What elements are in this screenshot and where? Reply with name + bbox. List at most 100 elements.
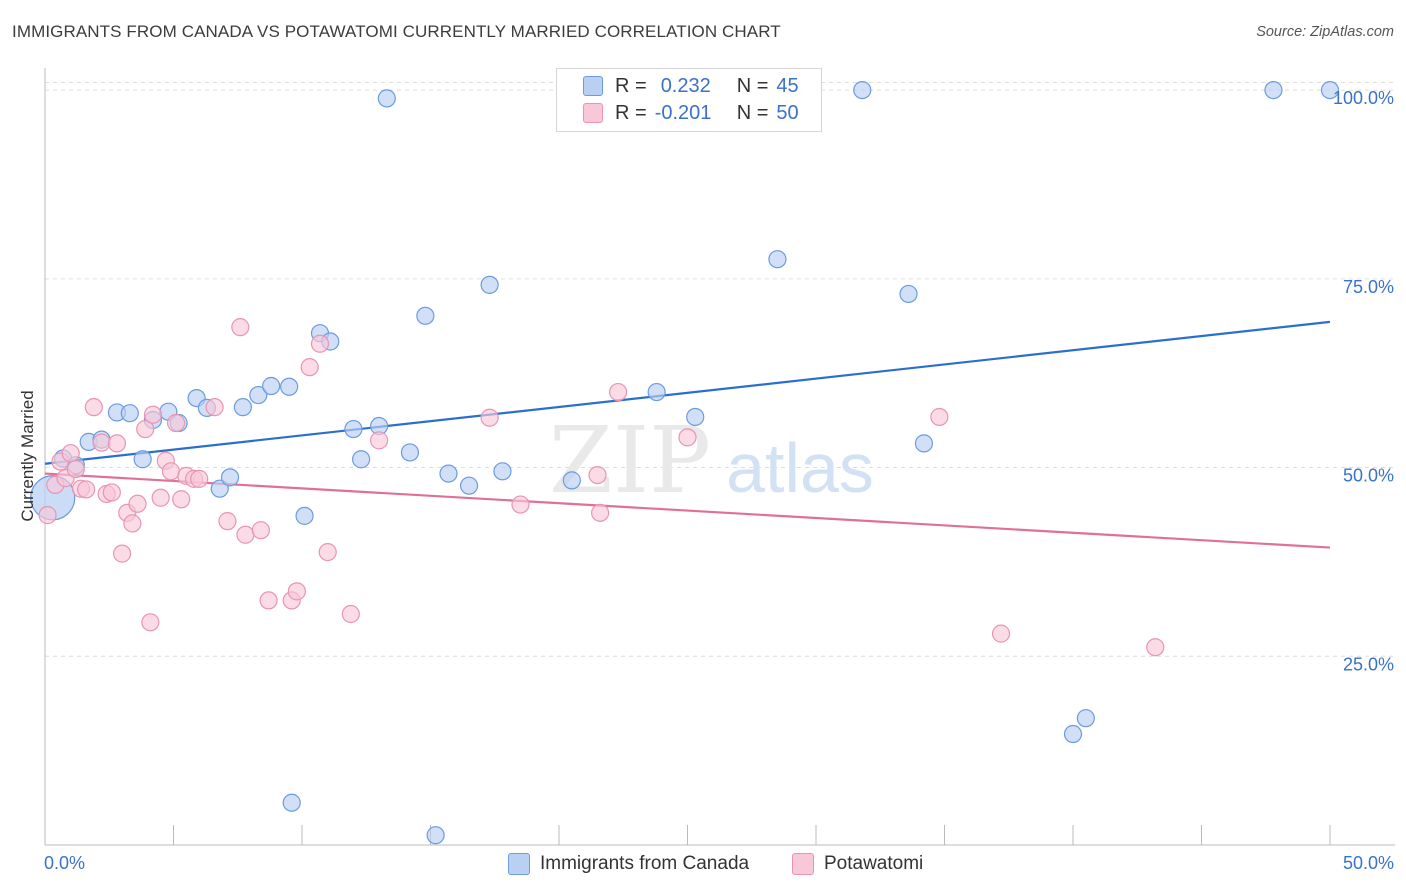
canada-point [768,250,787,269]
potawatomi-point [166,413,186,433]
potawatomi-point [236,525,255,544]
trend-layer [44,320,1331,549]
potawatomi-point [511,495,530,514]
potawatomi-point [143,405,163,424]
canada-point [344,419,363,439]
r-value: 0.232 [660,74,711,97]
potawatomi-point [128,494,147,513]
canada-point [249,385,268,405]
canada-point [282,793,301,812]
n-value: 45 [776,74,799,97]
potawatomi-point [480,408,499,427]
canada-point [1320,80,1340,100]
canada-point [1076,709,1095,728]
canada-point [262,376,281,396]
canada-point [352,450,371,469]
canada-trend-line [44,320,1331,465]
canada-point [426,826,445,845]
potawatomi-point [930,407,949,427]
r-label: R = [615,101,647,124]
potawatomi-point [136,419,155,439]
bottom-legend-canada: Immigrants from Canada [508,851,749,877]
canada-point [210,479,229,498]
potawatomi-point [678,428,697,447]
canada-point [295,506,314,525]
canada-legend-swatch [508,853,530,875]
y-tick-label: 25.0% [1343,654,1394,674]
potawatomi-point [92,433,111,452]
potawatomi-point [300,358,319,377]
canada-point [562,471,581,490]
canada-point [914,434,934,453]
r-label: R = [615,74,647,97]
potawatomi-point [370,431,389,450]
potawatomi-point [991,624,1011,643]
potawatomi-point [38,506,57,525]
potawatomi-point [66,459,85,479]
r-value: -0.201 [654,101,712,124]
canada-point [120,404,139,423]
watermark: ZIP atlas [549,407,874,514]
canada-point [400,443,420,462]
canada-point [416,306,435,325]
y-tick-label: 50.0% [1343,466,1394,486]
potawatomi-point [287,582,306,601]
y-axis-label: Currently Married [18,390,37,521]
canada-point [220,468,240,487]
canada-point [686,407,705,427]
potawatomi-point [205,398,224,417]
canada-point [1063,724,1083,744]
canada-point [647,382,666,402]
x-tick-label: 0.0% [44,853,85,873]
watermark-atlas: atlas [726,429,874,507]
potawatomi-point [190,469,209,488]
potawatomi-point [112,544,132,563]
axis-layer [44,68,1395,846]
potawatomi-trend-line [44,472,1331,549]
n-label: N = [736,101,769,124]
potawatomi-legend-label: Potawatomi [824,853,924,874]
potawatomi-point [161,462,181,481]
canada-point [459,476,479,495]
potawatomi-swatch [583,103,603,123]
potawatomi-point [102,483,121,502]
y-tick-label: 75.0% [1343,277,1394,297]
canada-legend-label: Immigrants from Canada [540,853,750,874]
stats-legend-row-potawatomi: R = -0.201 N = 50 [583,100,799,126]
watermark-zip: ZIP [549,407,711,514]
stats-legend-row-canada: R = 0.232 N = 45 [583,73,799,99]
potawatomi-point [141,613,160,632]
potawatomi-point [218,512,237,531]
potawatomi-point [259,591,278,610]
potawatomi-point [1146,638,1165,657]
x-tick-label: 50.0% [1343,853,1394,873]
canada-point [899,284,918,304]
potawatomi-point [341,604,360,624]
grid-layer [45,82,1395,657]
potawatomi-point [588,465,607,485]
potawatomi-point [172,490,191,509]
potawatomi-point [310,334,330,353]
potawatomi-point [591,503,610,522]
canada-point [493,462,512,481]
potawatomi-point [77,480,96,499]
potawatomi-point [318,542,337,562]
bottom-legend-potawatomi: Potawatomi [792,851,923,877]
potawatomi-point [123,514,142,533]
canada-point [439,464,458,483]
label-layer: 25.0% 50.0% 75.0% 100.0% 0.0% 50.0% Currently … [18,88,1394,873]
canada-swatch [583,76,603,96]
potawatomi-point [151,488,170,507]
n-value: 50 [776,101,799,124]
canada-point [233,398,252,417]
potawatomi-point [609,382,628,402]
n-label: N = [736,74,769,97]
points-layer [30,80,1340,845]
canada-point [853,80,872,100]
potawatomi-legend-swatch [792,853,814,875]
potawatomi-point [61,444,80,463]
chart-title: IMMIGRANTS FROM CANADA VS POTAWATOMI CUR… [12,22,781,41]
y-tick-label: 100.0% [1333,88,1394,108]
canada-point [1264,80,1283,100]
